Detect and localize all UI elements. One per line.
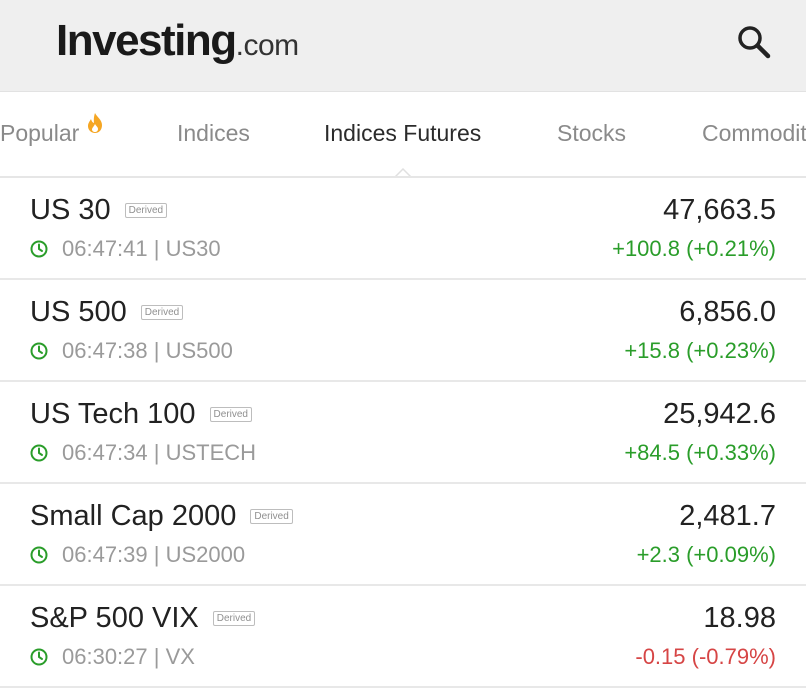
instrument-name: US 500 [30, 296, 127, 328]
timestamp-symbol: 06:47:34 | USTECH [62, 440, 257, 465]
name-line: US 500 Derived [30, 296, 184, 329]
derived-badge: Derived [124, 203, 168, 218]
price-change: -0.15 (-0.79%) [635, 644, 776, 669]
last-price: 47,663.5 [663, 194, 776, 226]
list-item-smallcap2000[interactable]: Small Cap 2000 Derived 06:47:39 | US2000… [0, 484, 806, 586]
timestamp-symbol: 06:47:38 | US500 [62, 338, 233, 363]
clock-icon [30, 444, 48, 462]
fire-icon [88, 113, 102, 133]
meta-line: 06:47:41 | US30 [30, 236, 221, 262]
derived-badge: Derived [250, 509, 293, 524]
instrument-list: US 30 Derived 06:47:41 | US30 47,663.5 +… [0, 178, 806, 688]
clock-icon [30, 342, 48, 360]
header-bar: Investing .com [0, 0, 806, 92]
meta-line: 06:47:38 | US500 [30, 338, 233, 364]
price-change: +2.3 (+0.09%) [636, 542, 776, 567]
price-change: +100.8 (+0.21%) [612, 236, 776, 261]
last-price: 18.98 [703, 602, 776, 634]
list-item-us30[interactable]: US 30 Derived 06:47:41 | US30 47,663.5 +… [0, 178, 806, 280]
instrument-name: Small Cap 2000 [30, 500, 237, 532]
tab-popular[interactable]: Popular [0, 120, 80, 146]
logo-suffix-text: .com [235, 29, 300, 62]
price-change: +15.8 (+0.23%) [624, 338, 776, 363]
logo-main-text: Investing [56, 16, 237, 65]
tab-commodities[interactable]: Commodit [702, 120, 806, 146]
name-line: Small Cap 2000 Derived [30, 500, 293, 533]
timestamp-symbol: 06:47:39 | US2000 [62, 542, 246, 567]
derived-badge: Derived [140, 305, 184, 320]
search-button[interactable] [734, 22, 774, 62]
name-line: S&P 500 VIX Derived [30, 602, 256, 635]
active-tab-pointer [394, 168, 412, 176]
last-price: 25,942.6 [663, 398, 776, 430]
meta-line: 06:30:27 | VX [30, 644, 195, 670]
timestamp-symbol: 06:47:41 | US30 [62, 236, 221, 261]
instrument-name: US Tech 100 [30, 398, 196, 430]
list-item-us500[interactable]: US 500 Derived 06:47:38 | US500 6,856.0 … [0, 280, 806, 382]
tab-indices-futures[interactable]: Indices Futures [324, 120, 482, 146]
clock-icon [30, 648, 48, 666]
meta-line: 06:47:39 | US2000 [30, 542, 245, 568]
name-line: US 30 Derived [30, 194, 168, 227]
tab-stocks[interactable]: Stocks [557, 120, 627, 146]
clock-icon [30, 240, 48, 258]
clock-icon [30, 546, 48, 564]
search-icon [738, 26, 771, 59]
last-price: 6,856.0 [679, 296, 776, 328]
tab-indices[interactable]: Indices [177, 120, 250, 146]
instrument-name: US 30 [30, 194, 111, 226]
derived-badge: Derived [212, 611, 256, 626]
list-item-ustech100[interactable]: US Tech 100 Derived 06:47:34 | USTECH 25… [0, 382, 806, 484]
logo[interactable]: Investing .com [56, 16, 299, 66]
instrument-name: S&P 500 VIX [30, 602, 199, 634]
name-line: US Tech 100 Derived [30, 398, 252, 431]
list-item-sp500vix[interactable]: S&P 500 VIX Derived 06:30:27 | VX 18.98 … [0, 586, 806, 688]
price-change: +84.5 (+0.33%) [624, 440, 776, 465]
timestamp-symbol: 06:30:27 | VX [62, 644, 195, 669]
derived-badge: Derived [209, 407, 252, 422]
meta-line: 06:47:34 | USTECH [30, 440, 256, 466]
category-tabs: Popular Indices Indices Futures Stocks C… [0, 92, 806, 178]
last-price: 2,481.7 [679, 500, 776, 532]
